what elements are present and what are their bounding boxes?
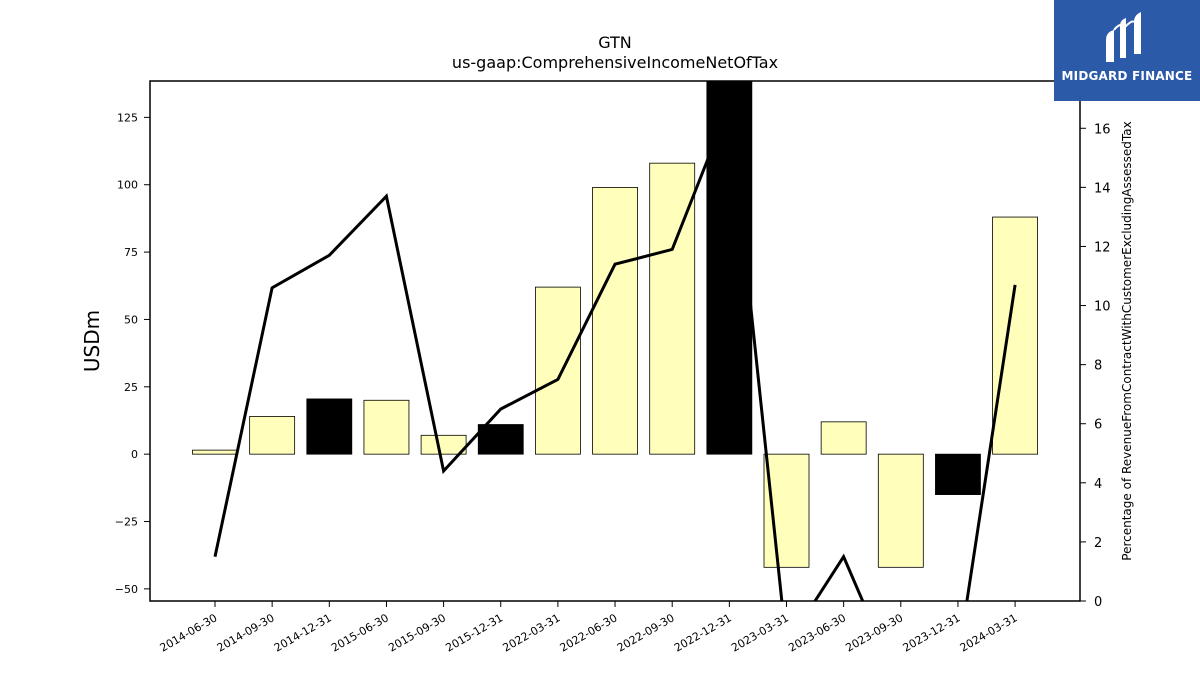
y2-tick-label: 8 [1094, 359, 1102, 374]
x-tick-label: 2022-12-31 [672, 611, 734, 654]
chart-title: GTN [598, 33, 632, 52]
x-tick-label: 2014-12-31 [272, 611, 334, 654]
y-tick-label: −50 [115, 583, 138, 596]
y-tick-label: 75 [124, 246, 138, 259]
x-tick-label: 2014-06-30 [158, 611, 220, 654]
y-tick-label: 100 [117, 179, 138, 192]
y2-tick-label: 14 [1094, 181, 1111, 196]
y2-tick-label: 0 [1094, 595, 1102, 610]
bar [363, 399, 410, 455]
brand-logo: MIDGARD FINANCE [1054, 0, 1200, 101]
bar [477, 424, 524, 455]
logo-mark-icon [1106, 12, 1141, 62]
series-line [213, 104, 1017, 601]
y-tick-label: 0 [131, 448, 138, 461]
bar [249, 416, 296, 455]
y2-tick-label: 4 [1094, 477, 1102, 492]
y2-axis: 0 2 4 6 8 10 12 14 16 [1080, 122, 1111, 610]
bar-series [192, 81, 1038, 568]
bar [420, 434, 467, 455]
y2-tick-label: 10 [1094, 300, 1111, 315]
x-tick-label: 2015-12-31 [443, 611, 505, 654]
bar [706, 81, 753, 455]
x-tick-label: 2022-09-30 [615, 611, 677, 654]
bar [535, 286, 581, 455]
bar [592, 187, 638, 455]
bar [820, 421, 867, 455]
chart-subtitle: us-gaap:ComprehensiveIncomeNetOfTax [452, 53, 778, 72]
logo-text: MIDGARD FINANCE [1061, 69, 1193, 83]
y2-axis-label: Percentage of RevenueFromContractWithCus… [1120, 121, 1134, 560]
y-axis-label: USDm [80, 310, 104, 372]
y2-tick-label: 6 [1094, 418, 1102, 433]
x-axis: 2014-06-302014-09-302014-12-312015-06-30… [158, 601, 1020, 655]
x-tick-label: 2024-03-31 [958, 611, 1020, 654]
x-tick-label: 2022-06-30 [558, 611, 620, 654]
bar [935, 453, 981, 495]
y-tick-label: 50 [124, 313, 138, 326]
y-axis: −50 −25 0 25 50 75 100 125 [115, 111, 150, 596]
x-tick-label: 2023-12-31 [901, 611, 963, 654]
bar [992, 216, 1038, 455]
y-tick-label: 125 [117, 111, 138, 124]
x-tick-label: 2015-09-30 [386, 611, 448, 654]
x-tick-label: 2014-09-30 [215, 611, 277, 654]
y2-tick-label: 16 [1094, 122, 1111, 137]
x-tick-label: 2023-06-30 [786, 611, 848, 654]
line-series [213, 104, 1017, 601]
bar [763, 453, 810, 568]
bar [877, 453, 924, 568]
y2-tick-label: 12 [1094, 240, 1111, 255]
y-tick-label: 25 [124, 381, 138, 394]
bar [306, 398, 353, 455]
y-tick-label: −25 [115, 516, 138, 529]
y2-tick-label: 2 [1094, 536, 1102, 551]
x-tick-label: 2023-03-31 [729, 611, 791, 654]
x-tick-label: 2015-06-30 [329, 611, 391, 654]
bar [192, 449, 238, 455]
x-tick-label: 2023-09-30 [843, 611, 905, 654]
x-tick-label: 2022-03-31 [501, 611, 563, 654]
